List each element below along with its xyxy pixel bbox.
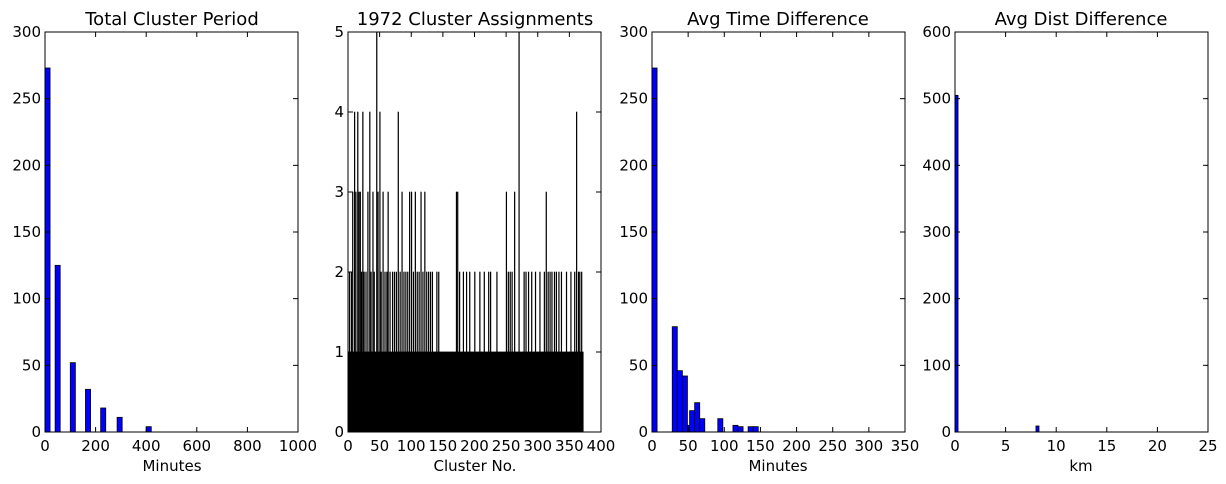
bar [85,388,91,433]
bar [69,362,76,433]
x-tick-label: 250 [818,437,847,455]
x-tick-label: 250 [492,437,521,455]
bar [54,264,61,433]
bar [116,416,123,433]
x-tick-label: 25 [1198,437,1217,455]
bar [145,426,152,433]
bars [954,94,1040,433]
y-tick-label: 0 [334,423,344,441]
plot-frame [44,31,299,433]
y-tick-label: 0 [31,423,41,441]
bar [582,351,584,433]
y-tick-label: 500 [922,90,951,108]
bar [699,418,706,433]
y-tick-label: 1 [334,343,344,361]
bar [1035,425,1040,433]
x-tick-label: 0 [950,437,960,455]
y-tick-label: 100 [12,290,41,308]
x-axis-label: km [1069,457,1092,475]
x-tick-label: 150 [429,437,458,455]
x-tick-label: 0 [647,437,657,455]
x-tick-label: 200 [782,437,811,455]
x-tick-label: 5 [1001,437,1011,455]
y-tick-label: 50 [629,356,648,374]
y-tick-label: 50 [22,356,41,374]
x-tick-label: 300 [523,437,552,455]
y-tick-label: 200 [12,156,41,174]
y-tick-label: 600 [922,23,951,41]
x-axis-label: Minutes [748,457,807,475]
y-tick-label: 150 [619,223,648,241]
x-tick-label: 0 [343,437,353,455]
x-tick-label: 20 [1148,437,1167,455]
x-tick-label: 1000 [279,437,317,455]
y-tick-label: 100 [619,290,648,308]
bar [681,375,688,433]
x-tick-label: 400 [587,437,616,455]
y-tick-label: 250 [619,90,648,108]
x-tick-label: 50 [370,437,389,455]
bars [44,67,152,433]
panel-cluster-assignments: 1972 Cluster Assignments Cluster No. 0 50… [334,9,615,475]
x-tick-label: 350 [555,437,584,455]
bar [651,67,658,433]
x-tick-label: 200 [460,437,489,455]
x-tick-label: 800 [233,437,262,455]
y-tick-label: 0 [941,423,951,441]
x-tick-label: 150 [746,437,775,455]
chart-title: Avg Time Difference [687,9,869,30]
y-tick-label: 300 [12,23,41,41]
bar [671,326,678,433]
y-tick-label: 200 [922,290,951,308]
bars [347,31,584,433]
y-tick-label: 2 [334,263,344,281]
panel-total-cluster-period: Total Cluster Period Minutes 0 200 400 600 8… [12,9,317,475]
y-tick-label: 3 [334,183,344,201]
x-tick-label: 350 [891,437,920,455]
chart-title: Total Cluster Period [84,9,259,30]
plot-frame [651,31,906,433]
panel-avg-dist-difference: Avg Dist Difference km 0 5 10 15 20 25 0 100 200… [922,9,1217,475]
x-tick-label: 600 [182,437,211,455]
plot-frame [954,31,1209,433]
y-tick-label: 100 [922,356,951,374]
bar [44,67,51,433]
x-axis-label: Minutes [142,457,201,475]
x-tick-label: 100 [710,437,739,455]
y-tick-label: 200 [619,156,648,174]
y-tick-label: 300 [619,23,648,41]
bar [689,410,696,433]
x-axis-label: Cluster No. [434,457,517,475]
x-tick-label: 50 [679,437,698,455]
panel-avg-time-difference: Avg Time Difference Minutes 0 50 100 150 200… [619,9,919,475]
y-tick-label: 150 [12,223,41,241]
y-tick-label: 300 [922,223,951,241]
y-tick-label: 4 [334,103,344,121]
chart-title: 1972 Cluster Assignments [357,9,594,30]
bars [651,67,759,433]
bar [732,424,739,433]
bar [747,426,754,433]
y-tick-label: 5 [334,23,344,41]
chart-title: Avg Dist Difference [995,9,1168,30]
y-tick-label: 250 [12,90,41,108]
bar [676,370,683,433]
y-tick-label: 400 [922,156,951,174]
bar [100,407,107,433]
bar [717,418,724,433]
x-tick-label: 200 [81,437,110,455]
bar [694,402,701,433]
x-tick-label: 15 [1097,437,1116,455]
y-tick-label: 0 [638,423,648,441]
x-tick-label: 400 [132,437,161,455]
x-tick-label: 100 [397,437,426,455]
bar [752,426,759,433]
x-tick-label: 0 [40,437,50,455]
x-tick-label: 10 [1047,437,1066,455]
x-tick-label: 300 [855,437,884,455]
bar [737,426,744,433]
